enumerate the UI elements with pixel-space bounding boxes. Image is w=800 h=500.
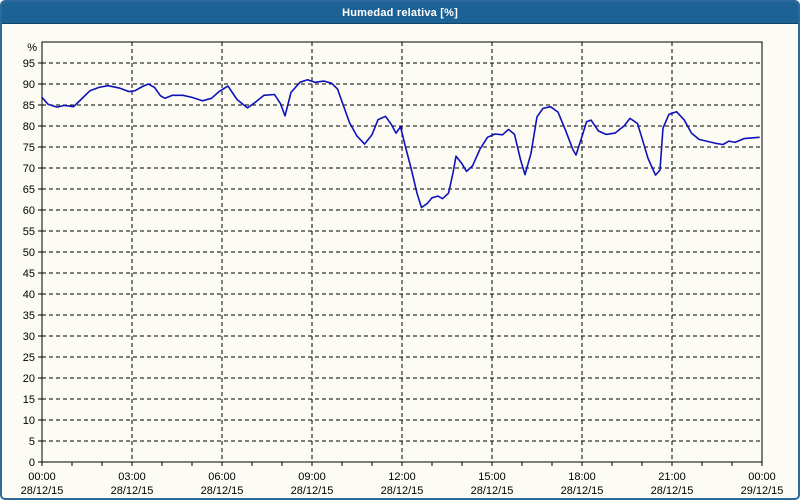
plot-border: [41, 41, 763, 463]
y-tick-label: 30: [23, 331, 35, 343]
y-tick-label: 75: [23, 142, 35, 154]
x-tick-date-label: 28/12/15: [291, 485, 334, 497]
x-tick-time-label: 00:00: [748, 471, 776, 483]
x-tick-date-label: 28/12/15: [21, 485, 64, 497]
x-tick-time-label: 06:00: [208, 471, 236, 483]
y-tick-label: 60: [23, 205, 35, 217]
x-tick-time-label: 00:00: [28, 471, 56, 483]
y-tick-label: 15: [23, 394, 35, 406]
y-tick-label: 95: [23, 58, 35, 70]
y-tick-label: 90: [23, 79, 35, 91]
y-tick-label: 5: [29, 436, 35, 448]
humidity-series-line: [41, 79, 760, 209]
y-axis-unit-label: %: [27, 42, 37, 54]
x-tick-date-label: 28/12/15: [471, 485, 514, 497]
x-tick-time-label: 03:00: [118, 471, 146, 483]
y-axis-labels: 0 5 10 15 20 25 30 35 40 45 50 55 60 65 70 75 80 85 90 95%: [23, 42, 37, 469]
x-tick-date-label: 28/12/15: [111, 485, 154, 497]
y-tick-label: 55: [23, 226, 35, 238]
y-tick-label: 35: [23, 310, 35, 322]
x-tick-date-label: 29/12/15: [741, 485, 784, 497]
y-tick-label: 0: [29, 457, 35, 469]
x-tick-date-label: 28/12/15: [561, 485, 604, 497]
y-tick-label: 85: [23, 100, 35, 112]
y-tick-label: 70: [23, 163, 35, 175]
y-tick-label: 40: [23, 289, 35, 301]
gridlines: [42, 42, 762, 462]
x-axis-labels: 00:00 28/12/15 03:00 28/12/15 06:00 28/12/15 0…: [21, 471, 784, 497]
y-tick-label: 10: [23, 415, 35, 427]
y-tick-label: 65: [23, 184, 35, 196]
x-tick-time-label: 21:00: [658, 471, 686, 483]
axis-ticks: [38, 62, 763, 466]
chart-title-bar: Humedad relativa [%]: [2, 2, 798, 24]
x-tick-time-label: 18:00: [568, 471, 596, 483]
y-tick-label: 50: [23, 247, 35, 259]
x-tick-time-label: 09:00: [298, 471, 326, 483]
x-tick-date-label: 28/12/15: [651, 485, 694, 497]
y-tick-label: 80: [23, 121, 35, 133]
x-tick-date-label: 28/12/15: [201, 485, 244, 497]
x-tick-time-label: 12:00: [388, 471, 416, 483]
y-tick-label: 45: [23, 268, 35, 280]
y-tick-label: 20: [23, 373, 35, 385]
chart-title: Humedad relativa [%]: [342, 6, 458, 19]
x-tick-time-label: 15:00: [478, 471, 506, 483]
x-tick-date-label: 28/12/15: [381, 485, 424, 497]
y-tick-label: 25: [23, 352, 35, 364]
